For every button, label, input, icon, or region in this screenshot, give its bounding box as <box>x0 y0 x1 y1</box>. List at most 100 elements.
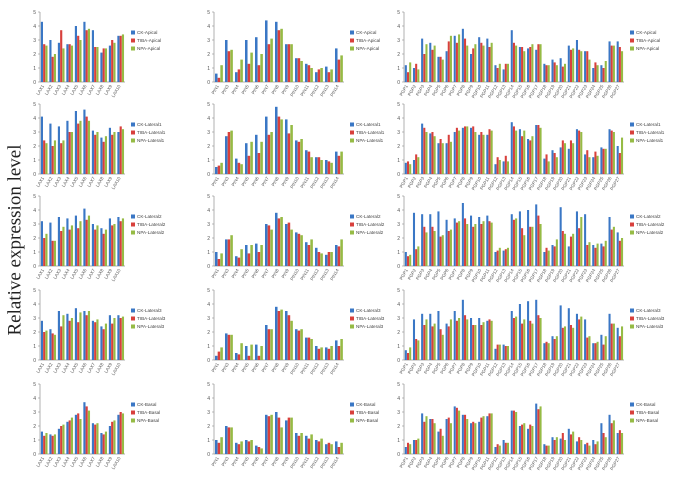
bar <box>453 132 456 174</box>
bar <box>429 133 432 174</box>
bar <box>102 329 105 360</box>
bar <box>40 116 43 174</box>
y-tick-label: 4 <box>397 208 400 214</box>
bar <box>57 217 60 266</box>
bar <box>458 130 461 174</box>
x-tick-label: PGP7 <box>447 456 458 469</box>
bar <box>604 148 607 174</box>
bar <box>51 435 54 454</box>
x-tick-label: PGP24 <box>585 456 597 471</box>
legend-swatch <box>630 324 634 329</box>
bar <box>441 334 444 360</box>
y-tick-label: 5 <box>397 102 400 108</box>
x-tick-label: PIN11 <box>299 362 310 375</box>
bar <box>539 406 542 454</box>
bar <box>423 226 426 266</box>
x-tick-label: PGP21 <box>560 176 572 191</box>
bar <box>569 325 573 360</box>
bar <box>449 35 452 82</box>
bar <box>307 337 311 360</box>
bar <box>66 313 69 360</box>
bar <box>472 48 475 82</box>
bar <box>502 250 505 266</box>
x-tick-label: LAX8 <box>95 84 105 96</box>
bar <box>325 254 328 266</box>
y-tick-label: 3 <box>207 38 210 44</box>
bar <box>255 243 258 266</box>
bar <box>515 412 518 454</box>
x-tick-label: PGP5 <box>431 362 442 375</box>
x-tick-label: LAX1 <box>35 362 45 374</box>
bar <box>551 336 554 360</box>
bar <box>290 125 293 174</box>
legend-label: CK-Basal <box>636 402 655 407</box>
x-tick-label: LAX3 <box>52 456 62 468</box>
y-tick-label: 5 <box>207 382 210 388</box>
y-tick-label: 1 <box>397 250 400 256</box>
x-tick-label: LAX5 <box>69 84 79 96</box>
legend-swatch <box>630 230 634 235</box>
bar <box>616 41 619 82</box>
x-tick-label: PGP21 <box>560 268 572 283</box>
bar <box>547 445 550 454</box>
y-tick-label: 0 <box>33 172 36 178</box>
bar <box>523 130 526 174</box>
bar <box>527 139 530 174</box>
bar <box>423 54 426 82</box>
x-tick-label: PGP14 <box>503 176 515 191</box>
bar <box>441 435 444 454</box>
bar <box>108 315 111 360</box>
y-tick-label: 3 <box>207 130 210 136</box>
bar <box>320 68 323 82</box>
bar <box>455 222 458 266</box>
legend-swatch <box>131 46 135 51</box>
bar <box>111 134 114 174</box>
bar <box>91 130 94 174</box>
y-tick-label: 2 <box>33 330 36 336</box>
bar <box>96 423 99 454</box>
x-tick-label: PIN1 <box>211 362 221 374</box>
bar <box>340 55 343 82</box>
x-tick-label: PGP27 <box>609 456 621 471</box>
x-tick-label: PGP1 <box>399 362 410 375</box>
bar <box>335 151 338 174</box>
bar <box>616 232 619 266</box>
bar <box>310 68 313 82</box>
x-tick-label: LAX10 <box>111 176 122 191</box>
x-tick-label: PGP6 <box>439 362 450 375</box>
x-tick-label: PGP14 <box>503 362 515 377</box>
bar <box>100 52 103 82</box>
legend-swatch <box>131 30 135 35</box>
legend-label: CK-Apical <box>137 30 157 35</box>
bar <box>561 231 564 266</box>
bar <box>433 231 436 266</box>
bar <box>230 334 233 360</box>
bar <box>215 252 218 266</box>
bar <box>608 41 611 82</box>
bar <box>490 42 493 82</box>
x-tick-label: PGP27 <box>609 268 621 283</box>
bar <box>102 233 105 266</box>
y-tick-label: 4 <box>207 208 210 214</box>
legend-label: TIBA-Apical <box>636 38 660 43</box>
legend-label: TIBA-Basal <box>137 410 160 415</box>
x-tick-label: PGP3 <box>415 176 426 189</box>
x-tick-label: PGP11 <box>479 268 491 283</box>
bar <box>612 45 615 82</box>
bar <box>94 229 97 266</box>
bar <box>441 59 444 82</box>
bar <box>45 330 48 360</box>
y-tick-label: 1 <box>33 344 36 350</box>
bar <box>423 325 426 360</box>
x-tick-label: PIN1 <box>211 176 221 188</box>
x-tick-label: PIN9 <box>281 268 291 280</box>
x-tick-label: PIN14 <box>329 456 340 470</box>
bar <box>592 343 595 360</box>
bar <box>40 21 43 82</box>
x-tick-label: PIN3 <box>221 456 231 468</box>
x-tick-label: PGP7 <box>447 84 458 97</box>
x-tick-label: LAX10 <box>111 84 122 99</box>
bar <box>521 47 524 82</box>
bar <box>70 225 74 266</box>
y-tick-label: 0 <box>397 358 400 364</box>
